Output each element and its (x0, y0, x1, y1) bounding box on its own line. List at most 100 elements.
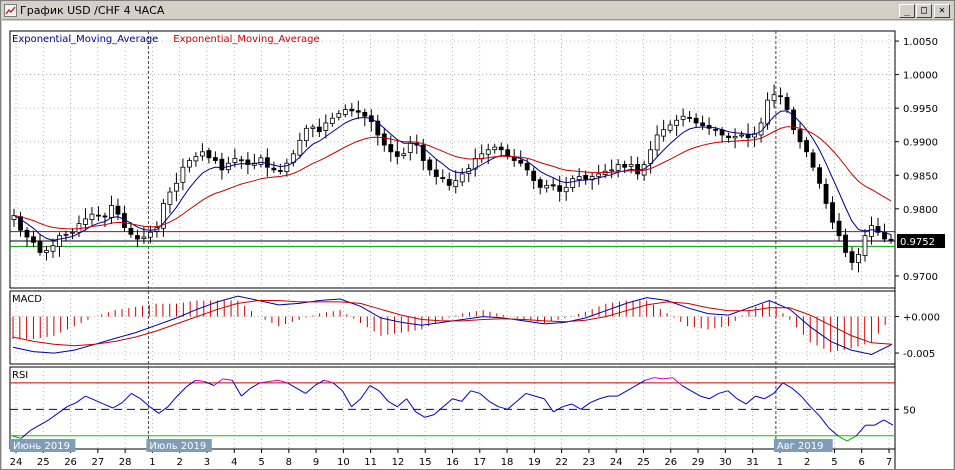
candle (193, 152, 199, 167)
candle (355, 100, 361, 120)
candle-body (148, 231, 153, 238)
current-price-label: 0.9752 (900, 237, 935, 248)
x-tick-label: 9 (313, 457, 319, 468)
candle-body (329, 117, 335, 124)
rsi-line-segment (57, 406, 68, 414)
candle (823, 178, 829, 209)
rsi-line-segment (231, 379, 242, 397)
candle (654, 125, 660, 157)
rsi-line-segment (250, 382, 261, 389)
candle (570, 175, 576, 192)
candle (407, 135, 413, 161)
candle (732, 128, 738, 149)
candle (310, 124, 316, 138)
candle (459, 168, 465, 187)
candle (206, 147, 212, 164)
candle-body (609, 169, 615, 172)
rsi-line-segment (764, 393, 774, 400)
rsi-line-segment (507, 401, 518, 410)
candle-body (726, 135, 731, 139)
candle (739, 130, 744, 139)
x-tick-label: 11 (364, 457, 377, 468)
candle-body (284, 162, 290, 173)
candle (174, 172, 179, 202)
candle-body (433, 169, 439, 178)
rsi-line-segment (874, 419, 885, 426)
candle-body (843, 234, 848, 253)
ema-fast-line (13, 110, 892, 241)
current-price-tag (897, 234, 945, 249)
x-tick-label: 22 (555, 457, 568, 468)
candle (284, 158, 290, 177)
candle-body (141, 236, 147, 240)
candle-body (63, 233, 69, 236)
close-button[interactable]: ✕ (934, 4, 950, 18)
candle-body (180, 166, 186, 183)
y-tick-label: 0.9850 (903, 171, 938, 182)
candle (498, 142, 504, 156)
x-tick-label: 2 (177, 457, 183, 468)
rsi-line-segment (369, 385, 380, 392)
candle (752, 126, 757, 148)
y-tick-label: +0.000 (903, 313, 940, 324)
candle (875, 217, 881, 236)
period-label-bg (146, 439, 212, 452)
rsi-line-segment (287, 382, 297, 389)
rsi-line-segment (470, 390, 481, 394)
candle (161, 198, 166, 237)
x-tick-label: 23 (583, 457, 596, 468)
rsi-line-segment (525, 392, 536, 397)
candle-body (531, 170, 537, 182)
candle-body (161, 203, 166, 229)
x-tick-label: 29 (692, 457, 705, 468)
candle (791, 106, 796, 135)
rsi-line-segment (452, 398, 462, 402)
candle (888, 234, 894, 244)
rsi-line-segment (681, 385, 692, 392)
rsi-line-segment (167, 395, 178, 408)
x-tick-label: 17 (473, 457, 486, 468)
candle (148, 225, 153, 244)
x-tick-label: 24 (10, 457, 23, 468)
candle-body (739, 134, 744, 137)
candle (388, 135, 394, 162)
period-label-bg (10, 439, 76, 452)
rsi-line-segment (149, 406, 160, 414)
candle (869, 216, 874, 245)
rsi-line-segment (378, 390, 389, 402)
maximize-button[interactable]: □ (916, 4, 932, 18)
title-bar[interactable]: График USD /CHF 4 ЧАСА _ □ ✕ (2, 2, 953, 20)
candle-body (76, 223, 82, 233)
period-label: Июнь 2019 (13, 441, 70, 452)
rsi-line-segment (791, 387, 802, 397)
candle (63, 230, 69, 241)
y-tick-label: 0.9900 (903, 138, 938, 149)
candle (693, 113, 699, 128)
minimize-button[interactable]: _ (899, 4, 915, 18)
candle-body (524, 163, 530, 171)
candle (11, 208, 17, 227)
candle (700, 115, 706, 131)
candle (505, 144, 511, 160)
rsi-line-segment (140, 398, 150, 408)
candle-body (420, 144, 426, 161)
x-tick-label: 4 (231, 457, 237, 468)
candle (44, 245, 49, 261)
candle (342, 104, 348, 118)
candle (635, 156, 641, 180)
rsi-line-segment (755, 395, 765, 400)
candle-body (37, 241, 43, 253)
rsi-line-segment (810, 406, 820, 417)
rsi-line-segment (553, 406, 563, 413)
rsi-line-segment (617, 390, 628, 397)
rsi-line-segment (30, 424, 40, 431)
candle (109, 195, 114, 225)
chart-canvas[interactable]: 24 25 26 27 28 1 2 3 4 5 8 9 10 11 12 15 16 17 18 19 22 23 24 2… (2, 21, 953, 469)
candle-body (186, 160, 192, 168)
candle (375, 114, 381, 146)
legend-entry: Exponential_Moving_Average (173, 34, 319, 45)
rsi-line-segment (11, 435, 22, 439)
rsi-line-segment (534, 395, 545, 400)
candle (303, 124, 309, 148)
candle-body (622, 163, 628, 168)
